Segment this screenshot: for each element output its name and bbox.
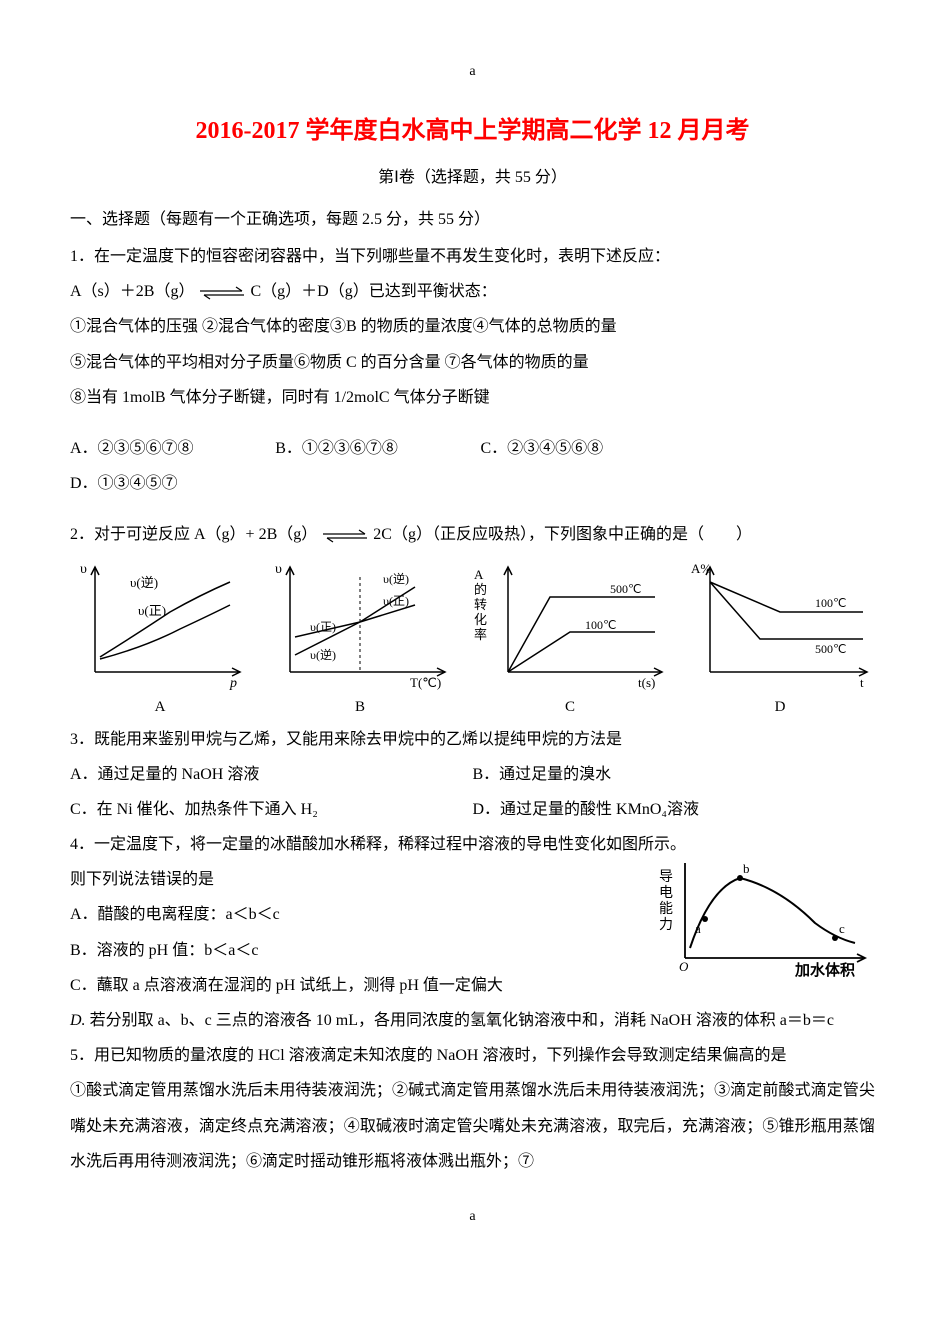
q1-eq-left: A（s）＋2B（g）	[70, 283, 194, 300]
q5-line2: ①酸式滴定管用蒸馏水洗后未用待装液润洗；②碱式滴定管用蒸馏水洗后未用待装液润洗；…	[70, 1073, 875, 1179]
q2-chartD: A% t 100℃ 500℃ D	[685, 557, 875, 716]
q4-optD-text: 若分别取 a、b、c 三点的溶液各 10 mL，各用同浓度的氢氧化钠溶液中和，消…	[86, 1012, 834, 1029]
chartA-top: υ(逆)	[130, 575, 158, 590]
chartC-yl1: A	[474, 567, 484, 582]
q4g-xlabel: 加水体积	[794, 961, 855, 979]
q2-chartB: υ T(℃) υ(逆) υ(正) υ(正) υ(逆) B	[265, 557, 455, 716]
chartD-bot: 500℃	[815, 642, 846, 656]
exam-subtitle: 第Ⅰ卷（选择题，共 55 分）	[70, 163, 875, 187]
q5-stem: 5．用已知物质的量浓度的 HCl 溶液滴定未知浓度的 NaOH 溶液时，下列操作…	[70, 1038, 875, 1073]
q1-optB: B．①②③⑥⑦⑧	[275, 431, 476, 466]
chartA-ylabel: υ	[80, 562, 87, 577]
chartC-top: 500℃	[610, 582, 641, 596]
q1-eq-right: C（g）＋D（g）已达到平衡状态：	[250, 283, 496, 300]
chartC-xlabel: t(s)	[638, 675, 655, 690]
q2-chartC: A 的 转 化 率 t(s) 500℃ 100℃ C	[470, 557, 670, 716]
chartA-bot: υ(正)	[138, 603, 166, 618]
q2-charts: υ p υ(逆) υ(正) A υ T(℃)	[70, 557, 875, 716]
section-1-head: 一、选择题（每题有一个正确选项，每题 2.5 分，共 55 分）	[70, 205, 875, 229]
q4-graph: 导 电 能 力 O 加水体积 a b c	[655, 853, 875, 983]
chartC-yl2: 的	[474, 582, 487, 597]
chartB-l2: υ(正)	[383, 594, 409, 608]
q2-stem-right: 2C（g）（正反应吸热），下列图象中正确的是（ ）	[373, 526, 752, 543]
q4g-pa: a	[695, 921, 701, 936]
q2-labelD: D	[685, 699, 875, 716]
chartB-l3: υ(正)	[310, 620, 336, 634]
q3-options: A．通过足量的 NaOH 溶液 B．通过足量的溴水 C．在 Ni 催化、加热条件…	[70, 757, 875, 827]
q3-optA: A．通过足量的 NaOH 溶液	[70, 757, 473, 792]
q4-optB: B．溶液的 pH 值：b＜a＜c	[70, 933, 630, 968]
chartC-yl4: 化	[474, 612, 487, 627]
q4g-pb: b	[743, 861, 750, 876]
q4-optA: A．醋酸的电离程度：a＜b＜c	[70, 897, 630, 932]
q3-optB: B．通过足量的溴水	[473, 757, 876, 792]
header-letter: a	[70, 64, 875, 80]
q2-stem-left: 2．对于可逆反应 A（g）+ 2B（g）	[70, 526, 317, 543]
chartB-xlabel: T(℃)	[410, 675, 441, 690]
q4g-y3: 能	[659, 901, 673, 917]
q1-line4: ⑤混合气体的平均相对分子质量⑥物质 C 的百分含量 ⑦各气体的物质的量	[70, 345, 875, 380]
q2-chartA: υ p υ(逆) υ(正) A	[70, 557, 250, 716]
q1-optA: A．②③⑤⑥⑦⑧	[70, 431, 271, 466]
chartB-l1: υ(逆)	[383, 571, 409, 586]
q1-optC: C．②③④⑤⑥⑧	[481, 431, 682, 466]
q4g-origin: O	[679, 959, 689, 974]
chartB-l4: υ(逆)	[310, 647, 336, 662]
equilibrium-arrow-icon	[198, 286, 246, 300]
chartA-xlabel: p	[229, 676, 237, 691]
chartC-bot: 100℃	[585, 618, 616, 632]
chartB-ylabel: υ	[275, 562, 282, 577]
q2-labelB: B	[265, 699, 455, 716]
q3-stem: 3．既能用来鉴别甲烷与乙烯，又能用来除去甲烷中的乙烯以提纯甲烷的方法是	[70, 722, 875, 757]
q1-equation: A（s）＋2B（g） C（g）＋D（g）已达到平衡状态：	[70, 274, 875, 309]
equilibrium-arrow-icon	[321, 529, 369, 543]
q4g-pc: c	[839, 921, 845, 936]
q4-optD: D. 若分别取 a、b、c 三点的溶液各 10 mL，各用同浓度的氢氧化钠溶液中…	[70, 1003, 875, 1038]
chartC-yl5: 率	[474, 627, 487, 642]
chartD-top: 100℃	[815, 596, 846, 610]
q1-line3: ①混合气体的压强 ②混合气体的密度③B 的物质的量浓度④气体的总物质的量	[70, 309, 875, 344]
q3-optD: D．通过足量的酸性 KMnO₄溶液	[473, 792, 876, 827]
chartC-yl3: 转	[474, 597, 487, 612]
q4-optD-prefix: D.	[70, 1012, 86, 1029]
q3-optC: C．在 Ni 催化、加热条件下通入 H₂	[70, 792, 473, 827]
footer-letter: a	[70, 1209, 875, 1225]
exam-title: 2016-2017 学年度白水高中上学期高二化学 12 月月考	[70, 110, 875, 145]
q2-labelC: C	[470, 699, 670, 716]
q2-labelA: A	[70, 699, 250, 716]
q4g-y1: 导	[659, 870, 673, 885]
q1-optD: D．①③④⑤⑦	[70, 466, 263, 501]
q2-stem: 2．对于可逆反应 A（g）+ 2B（g） 2C（g）（正反应吸热），下列图象中正…	[70, 517, 875, 552]
q4g-y2: 电	[659, 885, 673, 901]
q1-line5: ⑧当有 1molB 气体分子断键，同时有 1/2molC 气体分子断键	[70, 380, 875, 415]
chartD-xlabel: t	[860, 675, 864, 690]
q4g-y4: 力	[659, 917, 673, 933]
q1-options: A．②③⑤⑥⑦⑧ B．①②③⑥⑦⑧ C．②③④⑤⑥⑧ D．①③④⑤⑦	[70, 431, 875, 501]
q1-stem-1: 1．在一定温度下的恒容密闭容器中，当下列哪些量不再发生变化时，表明下述反应：	[70, 239, 875, 274]
chartD-ylabel: A%	[691, 561, 711, 576]
